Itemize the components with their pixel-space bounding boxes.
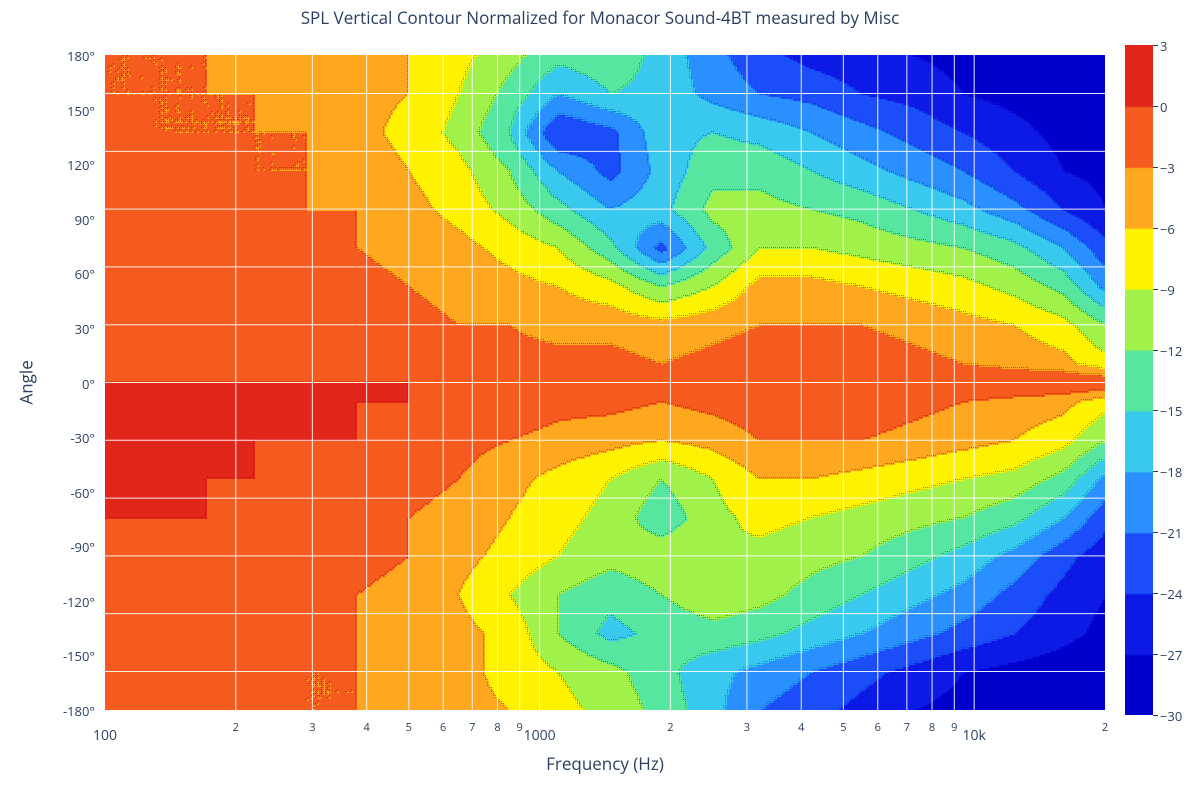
x-tick: 3 — [287, 720, 337, 735]
x-tick: 9 — [929, 720, 979, 735]
colorbar-tick: −15 — [1160, 402, 1182, 420]
colorbar-tick-mark — [1153, 350, 1158, 351]
x-tick: 3 — [722, 720, 772, 735]
x-tick: 2 — [211, 720, 261, 735]
y-tick: 0° — [0, 375, 95, 393]
colorbar-tick-mark — [1153, 410, 1158, 411]
colorbar-tick: −3 — [1160, 159, 1175, 177]
y-tick: -150° — [0, 647, 95, 665]
plot-area — [105, 55, 1105, 710]
colorbar-tick-mark — [1153, 167, 1158, 168]
chart-title: SPL Vertical Contour Normalized for Mona… — [0, 6, 1200, 29]
colorbar-tick: −24 — [1160, 585, 1182, 603]
chart-container: SPL Vertical Contour Normalized for Mona… — [0, 0, 1200, 800]
colorbar-tick: −27 — [1160, 646, 1182, 664]
colorbar-tick-mark — [1153, 654, 1158, 655]
colorbar-tick: −6 — [1160, 220, 1175, 238]
y-tick: -30° — [0, 429, 95, 447]
x-tick: 2 — [1080, 720, 1130, 735]
y-tick: -120° — [0, 593, 95, 611]
colorbar-tick: 3 — [1160, 37, 1167, 55]
colorbar-tick: −21 — [1160, 524, 1182, 542]
colorbar-tick-mark — [1153, 106, 1158, 107]
y-tick: 150° — [0, 102, 95, 120]
colorbar-tick: −9 — [1160, 281, 1175, 299]
colorbar-tick-mark — [1153, 289, 1158, 290]
colorbar-tick: −18 — [1160, 463, 1182, 481]
y-tick: 90° — [0, 211, 95, 229]
y-tick: -180° — [0, 702, 95, 720]
x-tick: 2 — [645, 720, 695, 735]
x-tick: 100 — [80, 726, 130, 745]
colorbar-tick: 0 — [1160, 98, 1167, 116]
y-tick: -60° — [0, 484, 95, 502]
colorbar-canvas — [1125, 45, 1153, 715]
y-tick: 30° — [0, 320, 95, 338]
colorbar-tick: −12 — [1160, 342, 1182, 360]
x-tick: 9 — [495, 720, 545, 735]
colorbar-tick-mark — [1153, 228, 1158, 229]
colorbar-tick-mark — [1153, 532, 1158, 533]
colorbar-tick-mark — [1153, 45, 1158, 46]
y-tick: 180° — [0, 47, 95, 65]
colorbar-tick: −30 — [1160, 707, 1182, 725]
y-tick: 60° — [0, 265, 95, 283]
colorbar-tick-mark — [1153, 471, 1158, 472]
x-axis-label: Frequency (Hz) — [525, 752, 685, 775]
colorbar-tick-mark — [1153, 593, 1158, 594]
colorbar — [1125, 45, 1153, 715]
y-tick: -90° — [0, 538, 95, 556]
y-tick: 120° — [0, 156, 95, 174]
contour-canvas — [105, 55, 1105, 710]
colorbar-tick-mark — [1153, 715, 1158, 716]
